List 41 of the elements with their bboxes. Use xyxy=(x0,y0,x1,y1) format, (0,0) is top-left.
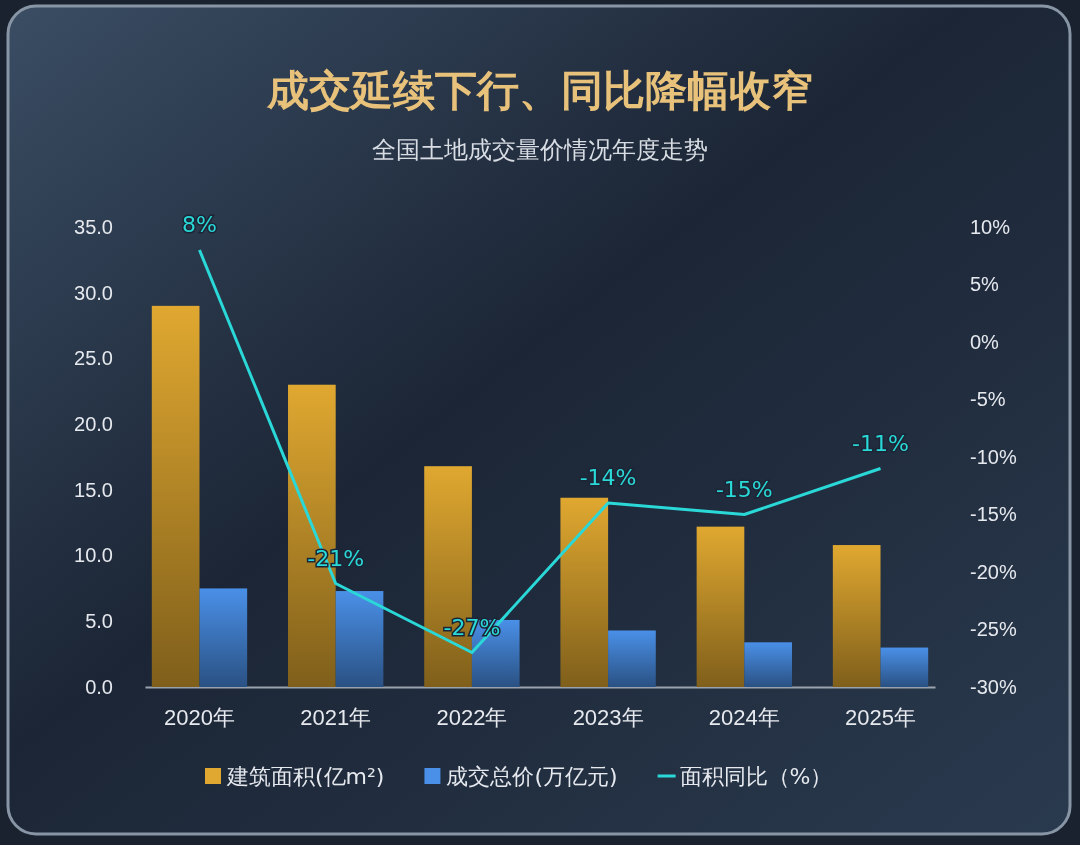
bar xyxy=(696,526,745,687)
x-tick-label: 2025年 xyxy=(845,705,916,731)
bar xyxy=(199,588,248,687)
y-tick-label: 35.0 xyxy=(74,215,113,238)
bar xyxy=(880,647,929,687)
bar xyxy=(560,497,609,687)
bar xyxy=(335,591,384,687)
y2-tick-label: -15% xyxy=(970,503,1017,526)
y2-tick-label: -20% xyxy=(970,560,1017,583)
y-tick-label: 25.0 xyxy=(74,347,113,370)
bar xyxy=(151,305,200,687)
y2-tick-label: -10% xyxy=(970,445,1017,468)
y-tick-label: 10.0 xyxy=(74,544,113,567)
y-tick-label: 0.0 xyxy=(85,675,113,698)
y2-tick-label: -25% xyxy=(970,618,1017,641)
legend-label: 面积同比（%） xyxy=(679,764,833,789)
x-tick-label: 2023年 xyxy=(572,705,644,731)
y2-tick-label: -30% xyxy=(970,675,1017,698)
x-tick-label: 2020年 xyxy=(164,705,235,731)
y-tick-label: 15.0 xyxy=(74,478,113,501)
chart-title: 成交延续下行、同比降幅收窄 xyxy=(266,66,813,115)
x-tick-label: 2024年 xyxy=(708,705,780,731)
data-label: -14% xyxy=(579,465,637,490)
bar xyxy=(608,630,656,687)
data-label: -11% xyxy=(852,430,909,456)
data-label: -15% xyxy=(715,476,773,502)
bar xyxy=(744,642,792,687)
data-label: 8% xyxy=(182,212,217,237)
y2-tick-label: 0% xyxy=(970,330,1000,353)
y-tick-label: 20.0 xyxy=(74,413,113,436)
y-tick-label: 5.0 xyxy=(85,610,113,633)
y2-tick-label: 10% xyxy=(970,215,1011,238)
chart-subtitle: 全国土地成交量价情况年度走势 xyxy=(372,136,708,164)
bar xyxy=(832,545,881,687)
legend-label: 建筑面积(亿m²) xyxy=(226,764,385,789)
x-tick-label: 2022年 xyxy=(436,705,508,731)
y2-tick-label: 5% xyxy=(970,273,1000,296)
y-tick-label: 30.0 xyxy=(74,281,113,304)
y2-tick-label: -5% xyxy=(970,388,1006,411)
x-tick-label: 2021年 xyxy=(300,705,372,731)
legend-label: 成交总价(万亿元) xyxy=(446,764,618,789)
